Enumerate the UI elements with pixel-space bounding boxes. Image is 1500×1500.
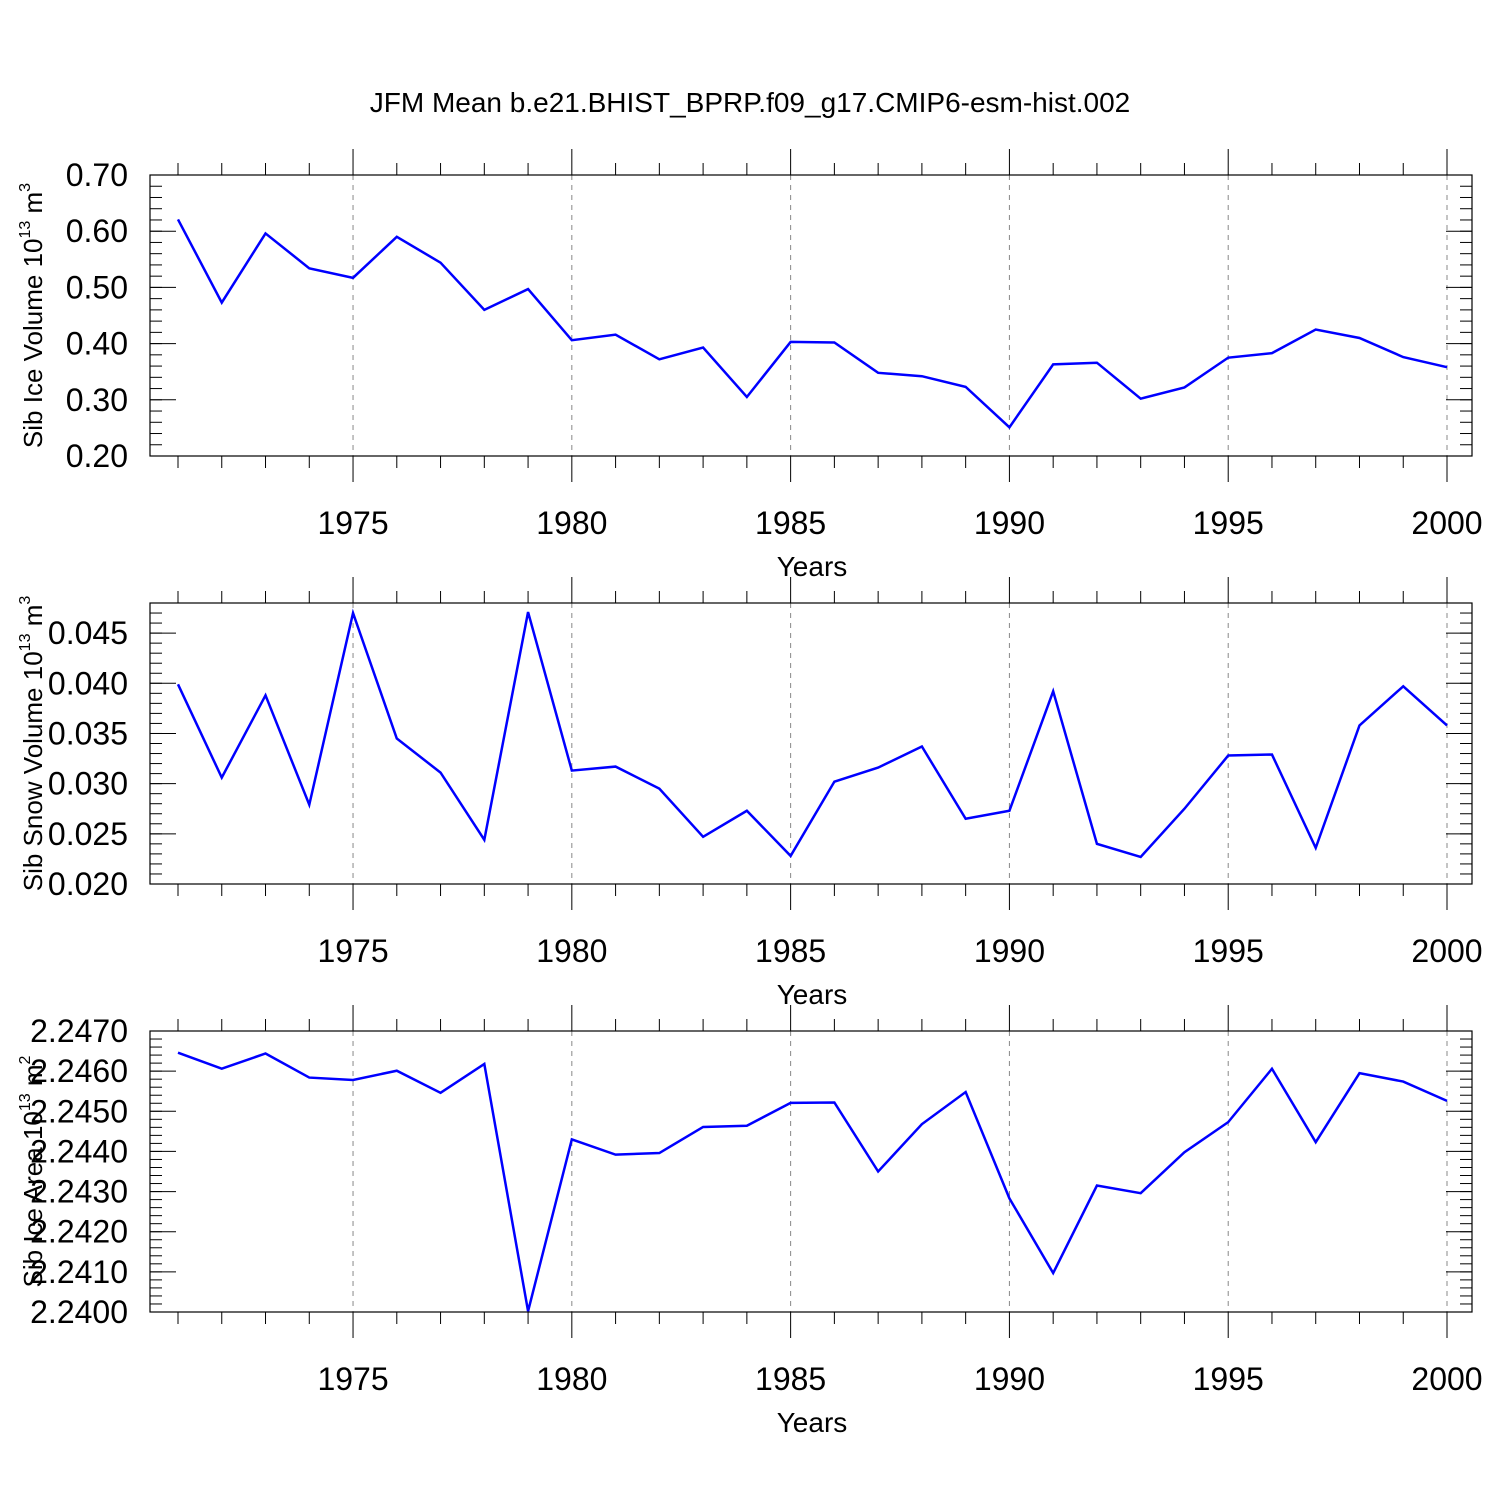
x-tick-label: 1985 bbox=[755, 1361, 826, 1397]
y-axis-label: Sib Ice Volume 1013 m3 bbox=[17, 183, 48, 448]
y-tick-label: 2.2410 bbox=[30, 1254, 128, 1290]
y-axis-label: Sib Snow Volume 1013 m3 bbox=[17, 596, 48, 892]
chart-title: JFM Mean b.e21.BHIST_BPRP.f09_g17.CMIP6-… bbox=[370, 87, 1131, 118]
plot-frame bbox=[149, 602, 1473, 885]
x-tick-label: 1980 bbox=[536, 933, 607, 969]
series-line bbox=[177, 1051, 1448, 1312]
y-tick-label: 0.035 bbox=[48, 715, 128, 751]
y-tick-label: 2.2470 bbox=[30, 1013, 128, 1049]
y-axis-label-exponent: 13 bbox=[17, 633, 34, 651]
x-tick-label: 2000 bbox=[1411, 505, 1482, 541]
chart-panels: 0.20 0.30 0.40 0.50 0.60 0.70 1975 1980 1985 1990… bbox=[17, 149, 1483, 1438]
panel-2: 0.020 0.025 0.030 0.035 0.040 0.045 1975 1980 19… bbox=[17, 577, 1483, 1010]
y-axis-label: Sib Ice Area 1013 m2 bbox=[17, 1055, 48, 1287]
y-tick-label: 0.020 bbox=[48, 866, 128, 902]
y-tick-label: 0.60 bbox=[66, 213, 128, 249]
y-tick-label: 0.040 bbox=[48, 665, 128, 701]
y-axis-label-unit: m bbox=[18, 192, 48, 221]
x-tick-label: 1995 bbox=[1193, 933, 1264, 969]
panel-3: 2.2400 2.2410 2.2420 2.2430 2.2440 2.2450 2.24… bbox=[17, 1005, 1483, 1438]
y-axis-label-exponent: 13 bbox=[17, 1093, 34, 1111]
x-tick-label: 1980 bbox=[536, 505, 607, 541]
y-tick-label: 2.2400 bbox=[30, 1294, 128, 1330]
y-tick-label: 2.2430 bbox=[30, 1174, 128, 1210]
plot-frame bbox=[149, 1030, 1473, 1313]
y-tick-label: 0.20 bbox=[66, 438, 128, 474]
y-tick-label: 0.50 bbox=[66, 269, 128, 305]
y-tick-label: 0.030 bbox=[48, 766, 128, 802]
y-axis-label-main: Sib Ice Volume 10 bbox=[18, 239, 48, 449]
series-line bbox=[176, 218, 1448, 430]
x-tick-label: 1995 bbox=[1193, 505, 1264, 541]
x-tick-label: 1975 bbox=[317, 1361, 388, 1397]
y-axis-label-unit: m bbox=[18, 1064, 48, 1093]
x-tick-label: 1985 bbox=[755, 933, 826, 969]
y-axis-label-unit-exponent: 3 bbox=[17, 596, 34, 605]
y-axis-label-unit: m bbox=[18, 605, 48, 634]
x-tick-label: 1980 bbox=[536, 1361, 607, 1397]
x-tick-label: 1990 bbox=[974, 505, 1045, 541]
x-tick-label: 1975 bbox=[317, 933, 388, 969]
y-tick-label: 0.40 bbox=[66, 326, 128, 362]
y-axis-label-main: Sib Snow Volume 10 bbox=[18, 651, 48, 891]
y-tick-label: 0.045 bbox=[48, 615, 128, 651]
y-tick-label: 2.2460 bbox=[30, 1053, 128, 1089]
y-axis-label-unit-exponent: 2 bbox=[17, 1055, 34, 1064]
y-tick-label: 2.2450 bbox=[30, 1093, 128, 1129]
y-axis-label-exponent: 13 bbox=[17, 221, 34, 239]
y-tick-label: 0.30 bbox=[66, 382, 128, 418]
x-tick-label: 1990 bbox=[974, 1361, 1045, 1397]
y-tick-label: 0.025 bbox=[48, 816, 128, 852]
panel-1: 0.20 0.30 0.40 0.50 0.60 0.70 1975 1980 1985 1990… bbox=[17, 149, 1483, 582]
y-axis-label-unit-exponent: 3 bbox=[17, 183, 34, 192]
x-tick-label: 1995 bbox=[1193, 1361, 1264, 1397]
x-axis-label: Years bbox=[777, 1407, 848, 1438]
y-tick-label: 2.2420 bbox=[30, 1214, 128, 1250]
series-line bbox=[176, 608, 1448, 859]
x-axis-label: Years bbox=[777, 979, 848, 1010]
y-axis-label-main: Sib Ice Area 10 bbox=[18, 1111, 48, 1287]
plot-frame bbox=[149, 174, 1473, 457]
x-tick-label: 1975 bbox=[317, 505, 388, 541]
x-tick-label: 1985 bbox=[755, 505, 826, 541]
x-tick-label: 2000 bbox=[1411, 933, 1482, 969]
y-tick-label: 2.2440 bbox=[30, 1133, 128, 1169]
y-tick-label: 0.70 bbox=[66, 157, 128, 193]
x-axis-label: Years bbox=[777, 551, 848, 582]
x-tick-label: 2000 bbox=[1411, 1361, 1482, 1397]
x-tick-label: 1990 bbox=[974, 933, 1045, 969]
